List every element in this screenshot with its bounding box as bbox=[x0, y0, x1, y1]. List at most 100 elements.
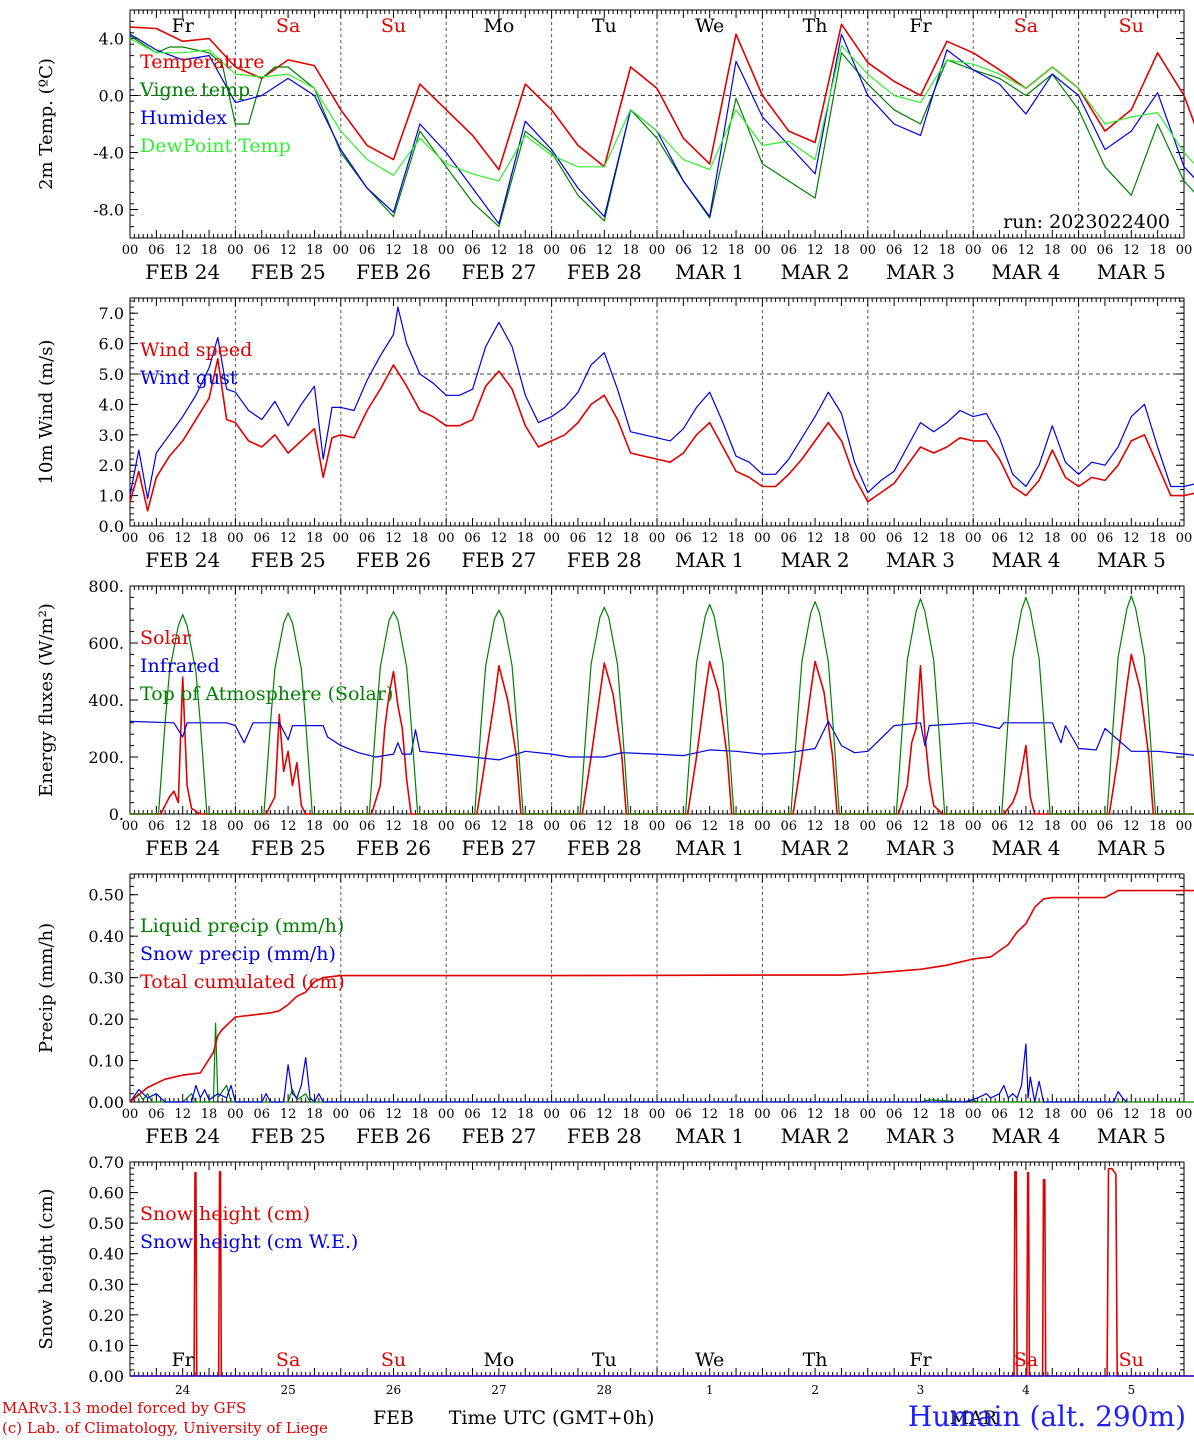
hour-tick-label: 18 bbox=[517, 531, 534, 546]
series-humidex bbox=[129, 33, 1194, 225]
weekday-label: Tu bbox=[592, 15, 617, 37]
hour-tick-label: 18 bbox=[306, 1107, 323, 1122]
hour-tick-label: 06 bbox=[886, 819, 903, 834]
hour-tick-label: 06 bbox=[464, 1107, 481, 1122]
hour-tick-label: 00 bbox=[1070, 531, 1087, 546]
legend-entry: Snow height (cm) bbox=[140, 1203, 310, 1225]
hour-tick-label: 00 bbox=[438, 243, 455, 258]
hour-tick-label: 18 bbox=[833, 243, 850, 258]
y-axis-label: Precip (mm/h) bbox=[36, 923, 57, 1053]
y-tick-label: 800. bbox=[88, 577, 124, 596]
series-dewpoint-temp bbox=[129, 37, 1194, 182]
day-number-label: 24 bbox=[175, 1383, 191, 1397]
hour-tick-label: 12 bbox=[596, 243, 613, 258]
y-tick-label: 0.60 bbox=[88, 1184, 124, 1203]
hour-tick-label: 06 bbox=[570, 243, 587, 258]
y-tick-label: 0.40 bbox=[88, 1245, 124, 1264]
hour-tick-label: 06 bbox=[148, 1107, 165, 1122]
day-number-label: 2 bbox=[811, 1383, 819, 1397]
y-tick-label: 3.0 bbox=[99, 426, 124, 445]
panel-wind: 0.0 1.0 2.0 3.0 4.0 5.0 6.0 7.0 10m Wind (m/s) 00… bbox=[36, 297, 1194, 572]
panel-snow: 0.00 0.10 0.20 0.30 0.40 0.50 0.60 0.70 Snow hei… bbox=[36, 1153, 1194, 1429]
y-tick-label: 0.70 bbox=[88, 1153, 124, 1172]
hour-tick-label: 00 bbox=[860, 243, 877, 258]
weekday-label: We bbox=[695, 15, 724, 37]
hour-tick-label: 00 bbox=[227, 243, 244, 258]
y-tick-label: 0.10 bbox=[88, 1052, 124, 1071]
hour-tick-label: 00 bbox=[1070, 819, 1087, 834]
day-number-label: 5 bbox=[1127, 1383, 1135, 1397]
date-label: FEB 24 bbox=[145, 260, 220, 284]
date-label: MAR 2 bbox=[781, 836, 850, 860]
y-tick-label: 4.0 bbox=[99, 30, 124, 49]
y-tick-label: 0.00 bbox=[88, 1367, 124, 1386]
weekday-label: Fr bbox=[172, 15, 195, 37]
series-snow-precip-mm-h- bbox=[129, 1043, 1128, 1103]
hour-tick-label: 06 bbox=[570, 531, 587, 546]
date-label: MAR 1 bbox=[675, 260, 744, 284]
hour-tick-label: 06 bbox=[675, 1107, 692, 1122]
date-label: FEB 24 bbox=[145, 836, 220, 860]
hour-tick-label: 18 bbox=[306, 819, 323, 834]
hour-tick-label: 00 bbox=[122, 531, 139, 546]
hour-tick-label: 18 bbox=[1044, 819, 1061, 834]
hour-tick-label: 12 bbox=[701, 243, 718, 258]
date-label: MAR 5 bbox=[1097, 260, 1166, 284]
hour-tick-label: 12 bbox=[1123, 243, 1140, 258]
run-label: run: 2023022400 bbox=[1003, 211, 1170, 233]
hour-tick-label: 12 bbox=[385, 1107, 402, 1122]
day-number-label: 4 bbox=[1022, 1383, 1030, 1397]
hour-tick-label: 18 bbox=[306, 243, 323, 258]
y-tick-label: 6.0 bbox=[99, 335, 124, 354]
hour-tick-label: 06 bbox=[253, 1107, 270, 1122]
date-label: MAR 1 bbox=[675, 1124, 744, 1148]
y-tick-label: 0. bbox=[109, 805, 124, 824]
hour-tick-label: 12 bbox=[280, 819, 297, 834]
hour-tick-label: 18 bbox=[728, 243, 745, 258]
hour-tick-label: 00 bbox=[1176, 243, 1193, 258]
legend-entry: Snow height (cm W.E.) bbox=[140, 1231, 358, 1253]
date-label: MAR 1 bbox=[675, 836, 744, 860]
hour-tick-label: 00 bbox=[754, 1107, 771, 1122]
hour-tick-label: 06 bbox=[464, 819, 481, 834]
y-tick-label: 0.30 bbox=[88, 969, 124, 988]
hour-tick-label: 12 bbox=[491, 531, 508, 546]
y-tick-label: 1.0 bbox=[99, 487, 124, 506]
legend-entry: Wind gust bbox=[140, 367, 238, 389]
hour-tick-label: 06 bbox=[780, 1107, 797, 1122]
date-label: FEB 26 bbox=[356, 1124, 431, 1148]
hour-tick-label: 18 bbox=[728, 1107, 745, 1122]
hour-tick-label: 06 bbox=[886, 1107, 903, 1122]
legend-entry: Total cumulated (cm) bbox=[140, 971, 345, 993]
hour-tick-label: 00 bbox=[438, 819, 455, 834]
y-tick-label: 200. bbox=[88, 748, 124, 767]
hour-tick-label: 06 bbox=[1097, 819, 1114, 834]
hour-tick-label: 00 bbox=[649, 243, 666, 258]
hour-tick-label: 12 bbox=[1018, 1107, 1035, 1122]
hour-tick-label: 00 bbox=[754, 531, 771, 546]
hour-tick-label: 12 bbox=[280, 1107, 297, 1122]
date-label: MAR 5 bbox=[1097, 836, 1166, 860]
y-tick-label: 0.50 bbox=[88, 886, 124, 905]
hour-tick-label: 12 bbox=[596, 531, 613, 546]
y-tick-label: 0.40 bbox=[88, 927, 124, 946]
y-tick-label: 4.0 bbox=[99, 395, 124, 414]
y-tick-label: 600. bbox=[88, 634, 124, 653]
series-liquid-precip-mm-h- bbox=[129, 1022, 1194, 1103]
day-number-label: 26 bbox=[386, 1383, 401, 1397]
hour-tick-label: 18 bbox=[939, 531, 956, 546]
hour-tick-label: 00 bbox=[543, 531, 560, 546]
date-label: FEB 27 bbox=[461, 548, 536, 572]
y-tick-label: 400. bbox=[88, 691, 124, 710]
hour-tick-label: 18 bbox=[1149, 819, 1166, 834]
hour-tick-label: 18 bbox=[412, 819, 429, 834]
hour-tick-label: 12 bbox=[385, 531, 402, 546]
date-label: MAR 2 bbox=[781, 548, 850, 572]
hour-tick-label: 00 bbox=[227, 531, 244, 546]
date-label: MAR 3 bbox=[886, 548, 955, 572]
hour-tick-label: 00 bbox=[122, 243, 139, 258]
hour-tick-label: 00 bbox=[1070, 1107, 1087, 1122]
hour-tick-label: 00 bbox=[860, 531, 877, 546]
hour-tick-label: 00 bbox=[754, 819, 771, 834]
hour-tick-label: 12 bbox=[1018, 531, 1035, 546]
